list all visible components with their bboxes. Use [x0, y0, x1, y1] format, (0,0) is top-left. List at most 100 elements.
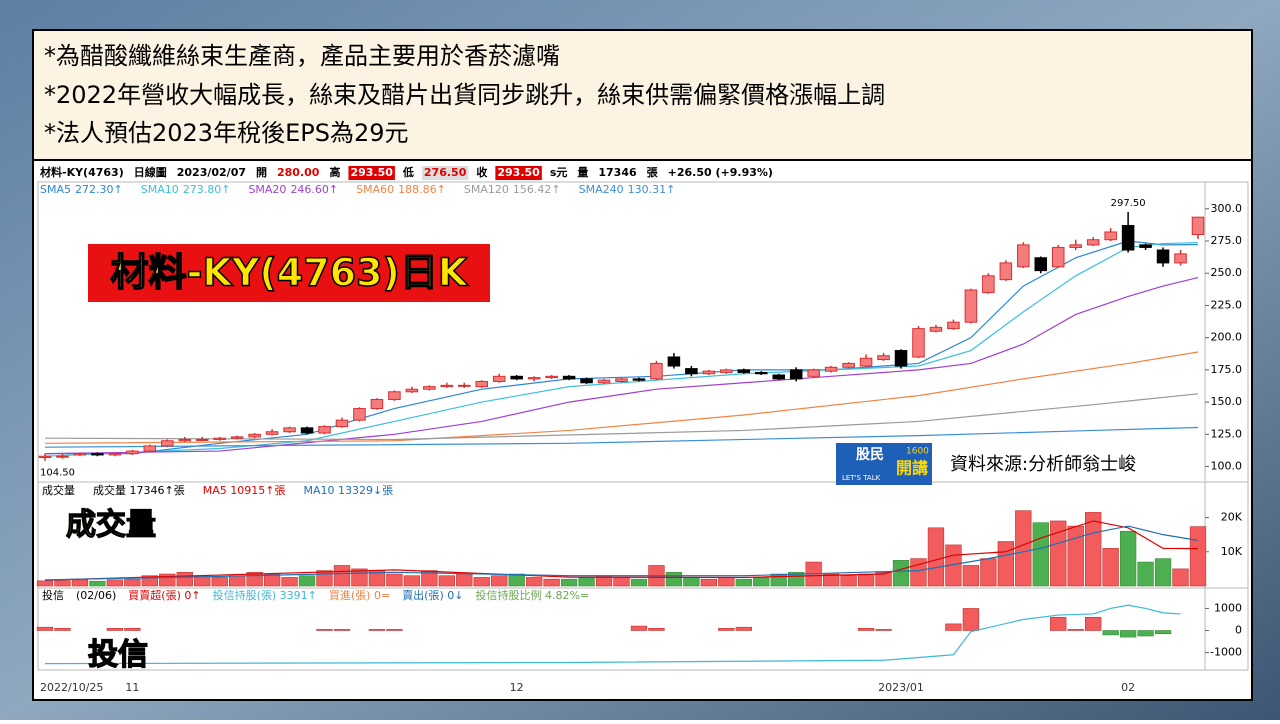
- legend-text: 成交量: [42, 483, 75, 497]
- bar: [1119, 630, 1137, 638]
- bar: [508, 573, 525, 587]
- candle-body: [964, 289, 978, 323]
- bar: [176, 572, 193, 587]
- candle-body: [615, 378, 628, 382]
- bar: [1015, 510, 1032, 587]
- legend-text: 高: [329, 165, 340, 179]
- bar: [386, 573, 403, 587]
- candle-body: [824, 366, 838, 372]
- candle-body: [300, 427, 314, 434]
- candle-body: [38, 455, 52, 459]
- bar: [298, 575, 316, 587]
- bar: [36, 626, 54, 631]
- candle-body: [161, 440, 174, 447]
- candle-body: [580, 378, 593, 384]
- source: 資料來源:分析師翁士峻: [950, 454, 1136, 475]
- candle-body: [929, 326, 943, 332]
- bar: [822, 573, 840, 587]
- legend-text: 投信: [42, 588, 64, 602]
- bar: [857, 573, 875, 587]
- logo-text: 1600: [906, 447, 929, 457]
- annotation: 297.50: [1111, 198, 1146, 209]
- chart-layer: 材料-KY(4763) 日線圖 2023/02/07 開 280.00 高 293.50 低 2…: [36, 165, 1243, 694]
- bar: [1189, 526, 1207, 587]
- bar: [1154, 630, 1172, 635]
- bar: [1085, 512, 1102, 587]
- candle-body: [195, 438, 209, 441]
- indicator-line: [44, 241, 1199, 457]
- candle-body: [1174, 253, 1187, 264]
- candle-body: [230, 436, 244, 439]
- candle-body: [720, 369, 733, 373]
- candle-body: [527, 377, 541, 380]
- indicator-line: [44, 426, 1199, 448]
- bar: [89, 580, 106, 587]
- candle-body: [667, 356, 681, 367]
- bar: [54, 627, 71, 631]
- title-box: [88, 244, 490, 302]
- legend-text: (02/06): [76, 589, 116, 602]
- bar: [473, 577, 490, 587]
- candle-body: [982, 275, 995, 294]
- bar: [368, 629, 386, 631]
- bar: [333, 629, 351, 631]
- candle-body: [178, 438, 192, 442]
- bar: [927, 527, 945, 587]
- bar: [1172, 568, 1189, 587]
- legend-value: 156.42↑: [513, 183, 561, 196]
- volume-overlay: 成交量: [66, 508, 156, 543]
- candle-body: [807, 369, 820, 377]
- bar: [1137, 630, 1154, 637]
- candle-body: [73, 453, 87, 456]
- bar: [386, 629, 403, 631]
- x-tick-label: 02: [1121, 681, 1135, 694]
- x-tick-label: 11: [125, 681, 139, 694]
- y-tick-label: 100.0: [1211, 460, 1243, 473]
- bar: [456, 573, 473, 587]
- candle-body: [388, 391, 401, 401]
- bar: [229, 575, 246, 587]
- bar: [735, 578, 752, 587]
- bar: [159, 573, 176, 587]
- bar: [683, 577, 700, 587]
- annotation: 104.50: [40, 468, 75, 479]
- bar: [857, 627, 875, 631]
- logo-text: LET'S TALK: [842, 474, 881, 482]
- chart-title: 材料-KY(4763)日K: [111, 251, 469, 295]
- legend-text: 2023/02/07: [177, 166, 246, 179]
- legend-text: 低: [402, 165, 414, 179]
- bar: [1050, 616, 1067, 631]
- bar: [962, 565, 980, 587]
- candle-body: [56, 455, 69, 458]
- bar: [578, 577, 595, 587]
- bar: [141, 575, 158, 587]
- legend-value: 273.80↑: [183, 183, 231, 196]
- legend-text: 張: [647, 166, 659, 179]
- bar: [718, 577, 735, 587]
- y-tick-label: 250.0: [1211, 266, 1243, 279]
- candle-body: [1121, 225, 1135, 251]
- bar: [525, 577, 543, 587]
- legend-name: SMA5: [40, 183, 71, 196]
- bar: [945, 623, 962, 631]
- bar: [71, 579, 89, 587]
- legend-text: 材料-KY(4763): [40, 165, 124, 179]
- y-tick-label: 1000: [1214, 601, 1242, 614]
- bar: [403, 575, 421, 587]
- note: *為醋酸纖維絲束生產商，產品主要用於香菸濾嘴: [44, 42, 560, 70]
- legend-text: 開: [256, 166, 267, 179]
- bar: [36, 580, 54, 587]
- candle-body: [859, 357, 873, 367]
- bar: [316, 629, 333, 631]
- legend-value: 188.86↑: [398, 183, 446, 196]
- candle-body: [492, 375, 506, 382]
- indicator-line: [44, 277, 1199, 455]
- candle-body: [265, 431, 279, 435]
- bar: [54, 580, 71, 587]
- legend-text: +26.50 (+9.93%): [668, 166, 773, 179]
- legend-text: 買進(張) 0=: [329, 589, 390, 602]
- candle-body: [1191, 216, 1205, 236]
- bar: [753, 577, 770, 587]
- candle-body: [789, 369, 803, 380]
